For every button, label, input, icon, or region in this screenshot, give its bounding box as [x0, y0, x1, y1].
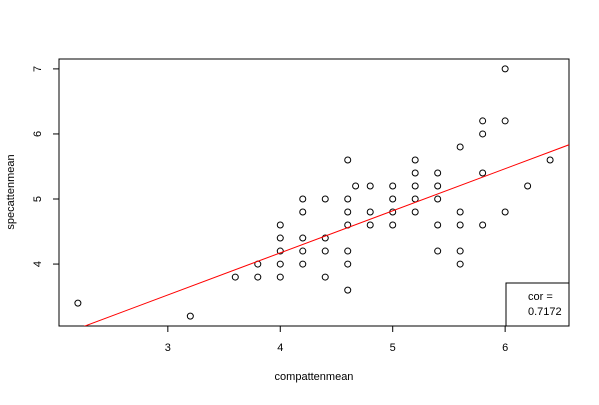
point — [299, 208, 307, 216]
point — [389, 182, 397, 190]
y-axis-label: specattenmean — [5, 154, 17, 229]
point — [321, 247, 329, 255]
point — [434, 182, 442, 190]
point — [299, 234, 307, 242]
point — [411, 182, 419, 190]
y-tick-label: 6 — [32, 131, 44, 137]
point — [276, 273, 284, 281]
point — [276, 260, 284, 268]
point — [352, 182, 360, 190]
point — [344, 260, 352, 268]
point — [434, 195, 442, 203]
point — [456, 208, 464, 216]
point — [501, 117, 509, 125]
point — [456, 247, 464, 255]
point — [546, 156, 554, 164]
point — [276, 247, 284, 255]
y-tick-label: 5 — [32, 196, 44, 202]
plot-area — [74, 65, 569, 326]
point — [479, 117, 487, 125]
point — [479, 221, 487, 229]
y-tick-label: 7 — [32, 66, 44, 72]
point — [389, 195, 397, 203]
point — [411, 169, 419, 177]
point — [366, 182, 374, 190]
point — [434, 247, 442, 255]
point — [299, 260, 307, 268]
point — [524, 182, 532, 190]
point — [254, 273, 262, 281]
point — [434, 169, 442, 177]
point — [501, 65, 509, 73]
point — [321, 273, 329, 281]
point — [299, 195, 307, 203]
annotation: cor = — [528, 291, 553, 303]
point — [276, 221, 284, 229]
point — [366, 208, 374, 216]
x-tick-label: 5 — [390, 342, 396, 354]
x-tick-label: 4 — [277, 342, 283, 354]
point — [321, 234, 329, 242]
point — [186, 312, 194, 320]
point — [456, 260, 464, 268]
point — [344, 208, 352, 216]
x-tick-label: 6 — [502, 342, 508, 354]
point — [389, 221, 397, 229]
point — [231, 273, 239, 281]
x-axis-label: compattenmean — [275, 371, 354, 383]
point — [366, 221, 374, 229]
point — [411, 156, 419, 164]
point — [479, 169, 487, 177]
point — [456, 221, 464, 229]
annotation: 0.7172 — [528, 306, 562, 318]
legend-box — [505, 282, 570, 327]
point — [344, 247, 352, 255]
point — [411, 208, 419, 216]
point — [321, 195, 329, 203]
point — [501, 208, 509, 216]
point — [434, 221, 442, 229]
regression-line — [83, 144, 569, 326]
point — [344, 286, 352, 294]
point — [479, 130, 487, 138]
point — [299, 247, 307, 255]
point — [74, 299, 82, 307]
y-tick-label: 4 — [32, 261, 44, 267]
plot-frame — [58, 58, 570, 327]
point — [456, 143, 464, 151]
point — [344, 195, 352, 203]
point — [276, 234, 284, 242]
x-tick-label: 3 — [165, 342, 171, 354]
point — [344, 156, 352, 164]
